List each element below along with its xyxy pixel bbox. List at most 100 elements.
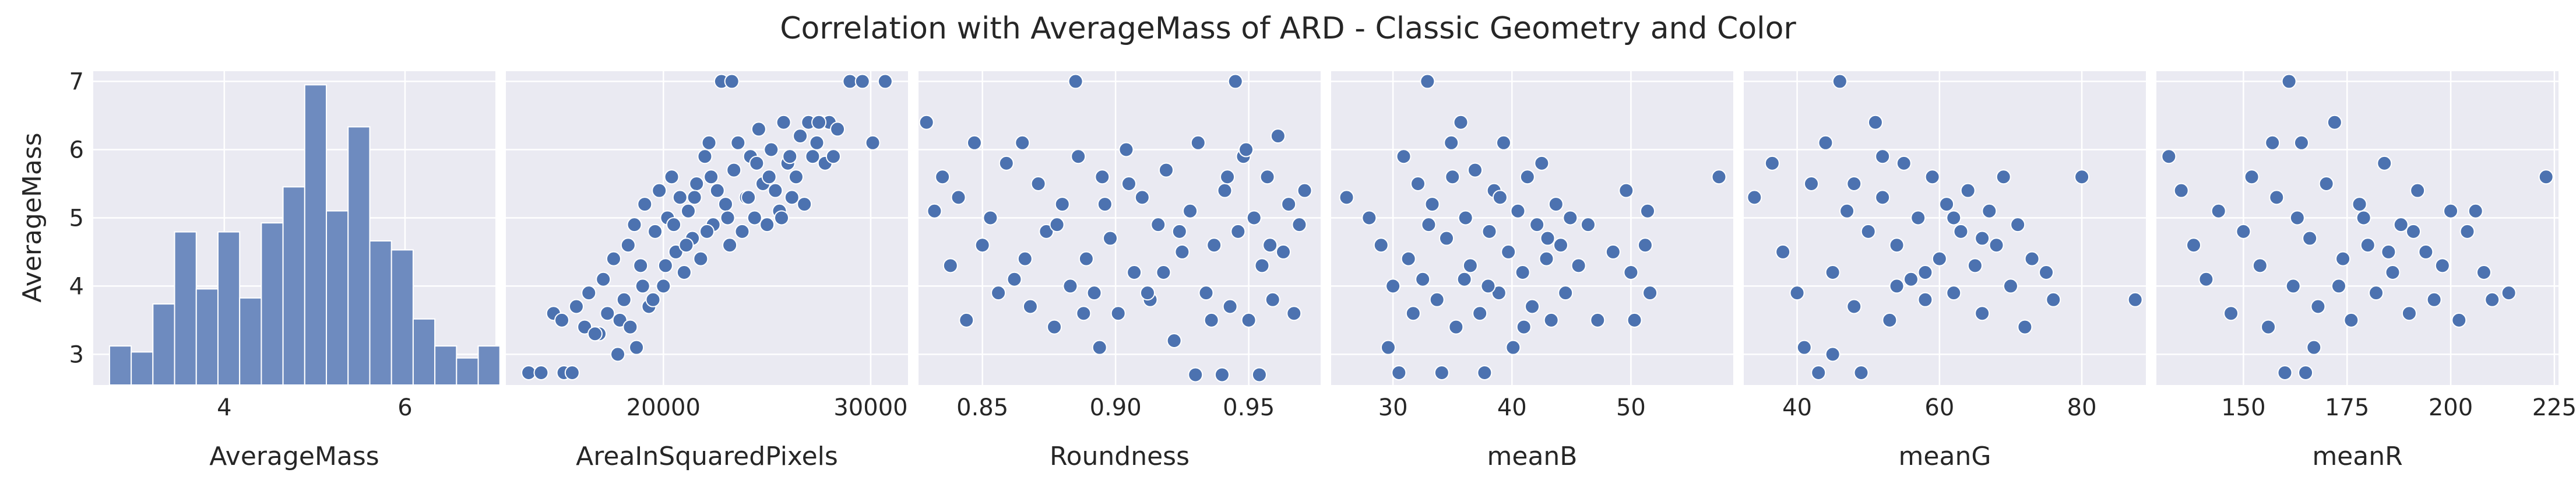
scatter-point — [1049, 217, 1065, 233]
scatter-point — [676, 265, 692, 281]
scatter-point — [1400, 251, 1416, 267]
scatter-point — [1558, 285, 1574, 301]
scatter-point — [1496, 135, 1512, 150]
scatter-point — [1896, 155, 1912, 171]
scatter-point — [1297, 183, 1312, 198]
scatter-point — [2418, 244, 2434, 260]
scatter-point — [1492, 190, 1508, 205]
scatter-point — [2443, 203, 2459, 219]
scatter-point — [1291, 217, 1307, 233]
scatter-point — [1519, 169, 1535, 185]
histogram-bar — [239, 297, 262, 386]
scatter-point — [1230, 223, 1246, 239]
scatter-point — [959, 312, 974, 328]
scatter-point — [1071, 149, 1086, 164]
scatter-point — [1853, 365, 1869, 380]
x-tick-label: 50 — [1616, 394, 1646, 421]
scatter-point — [1605, 244, 1621, 260]
scatter-point — [693, 251, 709, 267]
scatter-point — [637, 197, 653, 212]
scatter-point — [1068, 74, 1083, 89]
x-tick-label: 0.95 — [1223, 394, 1275, 421]
scatter-point — [656, 278, 671, 294]
scatter-point — [761, 169, 777, 185]
scatter-point — [1227, 74, 1243, 89]
scatter-point — [1491, 285, 1507, 301]
scatter-point — [1174, 244, 1190, 260]
scatter-point — [1222, 299, 1238, 314]
scatter-point — [1158, 162, 1174, 178]
scatter-point — [1804, 176, 1820, 191]
scatter-point — [1405, 306, 1421, 321]
scatter-point — [1429, 292, 1445, 307]
scatter-point — [2074, 169, 2090, 185]
histogram-bar — [174, 231, 197, 386]
scatter-point — [1118, 142, 1134, 158]
scatter-point — [784, 190, 800, 205]
scatter-point — [1764, 155, 1780, 171]
scatter-point — [1982, 203, 1997, 219]
scatter-point — [1640, 203, 1656, 219]
scatter-point — [1380, 340, 1396, 355]
scatter-point — [865, 135, 881, 150]
scatter-point — [1097, 197, 1113, 212]
scatter-point — [2410, 183, 2426, 198]
scatter-point — [2306, 340, 2322, 355]
scatter-point — [697, 149, 713, 164]
scatter-point — [1910, 210, 1926, 226]
x-axis-label: AverageMass — [209, 442, 379, 471]
scatter-point — [2318, 176, 2334, 191]
x-tick-label: 30000 — [833, 394, 907, 421]
scatter-point — [749, 155, 765, 171]
scatter-point — [1775, 244, 1791, 260]
scatter-point — [2173, 183, 2189, 198]
scatter-point — [645, 292, 661, 307]
scatter-point — [1462, 258, 1478, 274]
scatter-point — [1515, 265, 1530, 281]
scatter-point — [1373, 237, 1389, 253]
scatter-point — [1825, 265, 1840, 281]
scatter-point — [793, 128, 808, 144]
subplot-2: 20000 30000 AreaInSquaredPixels — [506, 71, 908, 471]
scatter-point — [2003, 278, 2018, 294]
scatter-point — [1563, 210, 1578, 226]
scatter-point — [2289, 210, 2305, 226]
scatter-point — [633, 258, 649, 274]
scatter-point — [1571, 258, 1586, 274]
scatter-point — [600, 306, 615, 321]
x-axis-label: Roundness — [1050, 442, 1190, 471]
scatter-point — [2302, 230, 2318, 246]
scatter-point — [2484, 292, 2500, 307]
scatter-point — [1254, 258, 1270, 274]
scatter-point — [1553, 237, 1568, 253]
x-tick-label: 4 — [217, 394, 231, 421]
scatter-point — [1946, 285, 1962, 301]
scatter-point — [763, 142, 779, 158]
scatter-point — [2281, 74, 2297, 89]
scatter-point — [2356, 210, 2371, 226]
scatter-point — [1875, 190, 1891, 205]
scatter-point — [616, 292, 632, 307]
scatter-point — [1076, 306, 1092, 321]
scatter-point — [2434, 258, 2450, 274]
scatter-point — [610, 346, 626, 362]
scatter-point — [1989, 237, 2004, 253]
scatter-point — [722, 237, 738, 253]
scatter-point — [1017, 251, 1033, 267]
scatter-point — [1975, 306, 1990, 321]
chart-title: Correlation with AverageMass of ARD - Cl… — [780, 11, 1796, 46]
scatter-point — [1846, 176, 1862, 191]
scatter-point — [1262, 237, 1278, 253]
plot-area — [1744, 71, 2146, 385]
scatter-point — [2211, 203, 2226, 219]
x-tick-label: 0.85 — [956, 394, 1008, 421]
scatter-point — [1217, 183, 1233, 198]
x-tick-label: 40 — [1782, 394, 1812, 421]
subplot-6: 150 175 200 225 meanR — [2156, 71, 2576, 471]
scatter-point — [1134, 190, 1150, 205]
scatter-point — [1953, 223, 1969, 239]
scatter-point — [1996, 169, 2011, 185]
x-axis-label: meanG — [1899, 442, 1991, 471]
subplot-1: 4 6 AverageMass 3 4 5 6 7 — [69, 69, 501, 471]
